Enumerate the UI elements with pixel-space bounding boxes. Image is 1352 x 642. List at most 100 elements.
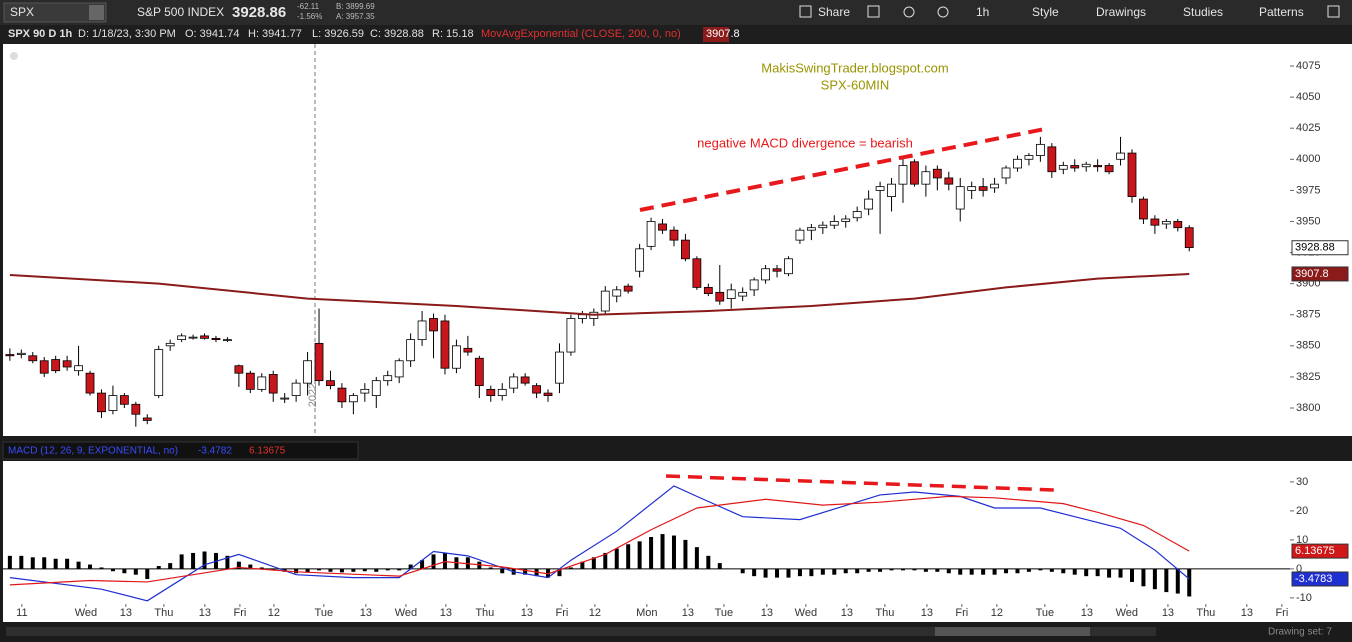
histogram-bar — [1072, 568, 1077, 575]
histogram-bar — [1026, 568, 1031, 572]
candle-body — [177, 335, 187, 341]
candle-body — [532, 385, 541, 394]
symbol-dropdown[interactable] — [89, 5, 104, 20]
chart-period: SPX 90 D 1h — [8, 28, 72, 40]
scrollbar-track[interactable] — [6, 627, 1156, 636]
histogram-bar — [1164, 568, 1169, 593]
price-plot — [3, 44, 1290, 436]
share-icon[interactable] — [799, 5, 812, 18]
candle-body — [555, 351, 564, 384]
style-button[interactable]: Style — [1032, 5, 1059, 19]
x-tick-label: 12 — [268, 607, 280, 619]
toolbar — [0, 0, 1352, 25]
candle-body — [944, 177, 954, 185]
scrollbar-thumb[interactable] — [935, 627, 1090, 636]
drawings-button[interactable]: Drawings — [1096, 5, 1146, 19]
candle-body — [772, 268, 782, 272]
candle-body — [1150, 218, 1160, 226]
candle-body — [955, 186, 965, 210]
x-tick-label: 13 — [761, 607, 773, 619]
histogram-bar — [1061, 568, 1066, 574]
candle-body — [692, 258, 702, 288]
histogram-bar — [855, 568, 860, 574]
share-button[interactable]: Share — [818, 5, 850, 19]
candle-body — [314, 342, 324, 382]
candle-body — [74, 365, 83, 372]
histogram-bar — [202, 551, 207, 569]
y-tick-label: 4000 — [1296, 153, 1320, 165]
calendar-icon[interactable] — [867, 5, 880, 18]
timeframe-button[interactable]: 1h — [976, 5, 989, 19]
histogram-bar — [328, 568, 333, 572]
candle-body — [967, 186, 977, 191]
candle-body — [1127, 152, 1137, 197]
settings-icon[interactable] — [937, 6, 949, 18]
y-tick-label: 20 — [1296, 505, 1308, 517]
candle-body — [910, 161, 919, 185]
candle-body — [1161, 221, 1171, 225]
candle-body — [429, 318, 438, 332]
histogram-bar — [1015, 568, 1020, 574]
menu-icon[interactable] — [1327, 5, 1340, 18]
candle-body — [1139, 198, 1148, 220]
candle-body — [303, 360, 312, 384]
candle-body — [932, 168, 942, 179]
y-tick-label: 4075 — [1296, 60, 1320, 72]
x-tick-label: Fri — [1275, 607, 1288, 619]
studies-button[interactable]: Studies — [1183, 5, 1223, 19]
candle-body — [1104, 165, 1114, 173]
candle-body — [1184, 227, 1194, 248]
candle-body — [131, 403, 141, 415]
candle-body — [738, 291, 748, 297]
change: -62.11 — [297, 2, 320, 11]
histogram-bar — [99, 567, 104, 569]
histogram-bar — [442, 552, 447, 569]
candle-body — [51, 359, 61, 372]
x-tick-label: 13 — [1081, 607, 1093, 619]
candle-body — [875, 186, 885, 191]
y-tick-label: 4050 — [1296, 91, 1320, 103]
candle-body — [1070, 165, 1080, 169]
x-tick-label: 13 — [921, 607, 933, 619]
y-tick-label: 3800 — [1296, 402, 1320, 414]
candle-body — [62, 360, 72, 368]
study-name: MovAvgExponential (CLOSE, 200, 0, no) — [481, 28, 681, 40]
histogram-bar — [683, 539, 688, 569]
histogram-bar — [42, 557, 47, 569]
candle-body — [200, 335, 209, 339]
histogram-bar — [1049, 568, 1054, 572]
histogram-bar — [752, 568, 757, 577]
symbol-box[interactable] — [3, 2, 107, 23]
study-value-box — [703, 27, 729, 42]
candle-body — [898, 165, 908, 185]
histogram-bar — [603, 552, 608, 569]
histogram-bar — [65, 558, 70, 569]
histogram-bar — [1038, 568, 1043, 571]
histogram-bar — [1084, 568, 1089, 577]
candle-body — [497, 388, 507, 396]
histogram-bar — [992, 568, 997, 575]
candle-body — [612, 289, 622, 297]
annotation-timeframe: SPX-60MIN — [821, 77, 890, 92]
histogram-bar — [969, 568, 974, 575]
candle-body — [577, 314, 587, 319]
histogram-bar — [1129, 568, 1134, 582]
histogram-bar — [236, 561, 241, 569]
histogram-bar — [76, 561, 81, 569]
candle-body — [268, 374, 278, 394]
candle-body — [623, 285, 633, 292]
candle-body — [142, 417, 152, 421]
flask-icon[interactable] — [903, 6, 915, 18]
candle-body — [223, 339, 232, 342]
x-tick-label: Thu — [1196, 607, 1215, 619]
x-tick-label: 13 — [440, 607, 452, 619]
histogram-bar — [912, 568, 917, 571]
x-tick-label: Mon — [636, 607, 657, 619]
signal-value: 6.13675 — [249, 446, 286, 457]
histogram-bar — [225, 555, 230, 569]
patterns-button[interactable]: Patterns — [1259, 5, 1304, 19]
x-tick-label: 12 — [991, 607, 1003, 619]
candle-body — [761, 268, 770, 281]
y-tick-label: 30 — [1296, 476, 1308, 488]
histogram-bar — [339, 568, 344, 573]
